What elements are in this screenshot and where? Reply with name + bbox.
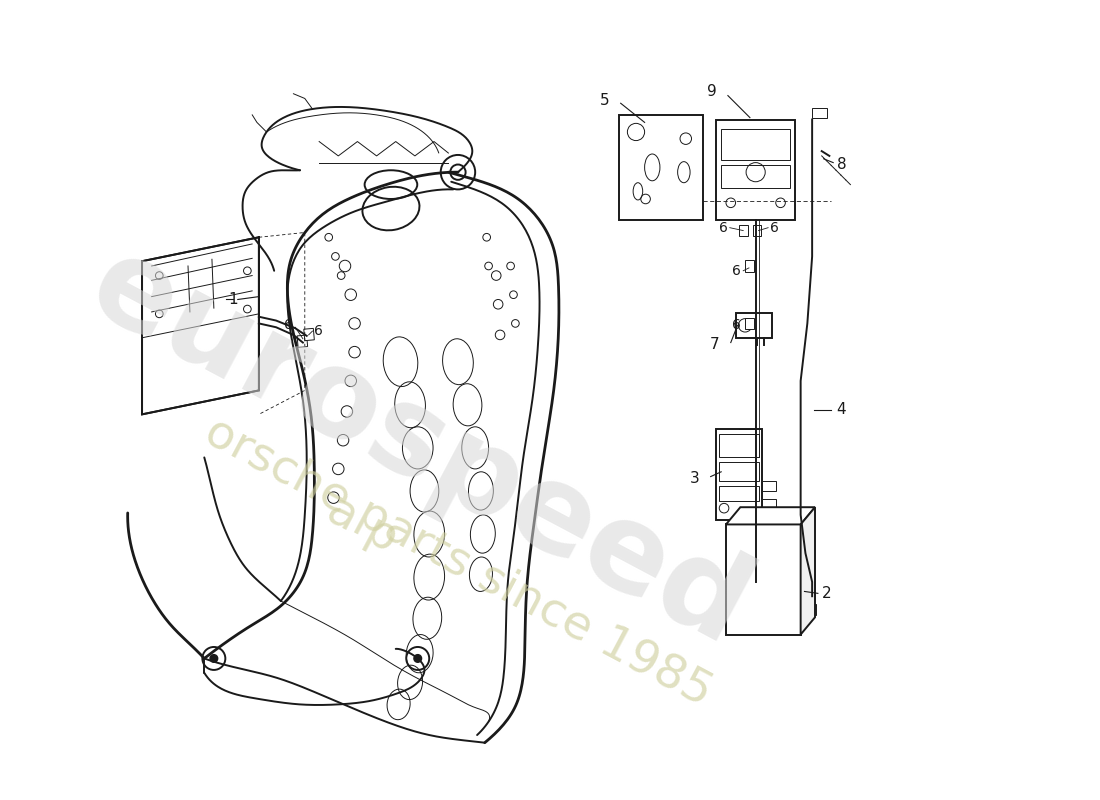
Text: orsche parts since 1985: orsche parts since 1985 <box>197 410 719 716</box>
Text: 6: 6 <box>733 318 741 332</box>
Text: eurospeed: eurospeed <box>72 226 769 670</box>
Bar <box>297 335 308 347</box>
Text: 8: 8 <box>837 157 847 172</box>
Bar <box>762 482 776 491</box>
Text: 6: 6 <box>719 221 728 234</box>
Polygon shape <box>726 507 815 525</box>
Bar <box>716 429 762 520</box>
Bar <box>745 260 754 272</box>
Polygon shape <box>801 507 815 634</box>
Text: 2: 2 <box>822 586 832 601</box>
Bar <box>716 119 795 220</box>
Bar <box>722 129 790 160</box>
Bar <box>304 328 315 341</box>
Text: 3: 3 <box>690 471 700 486</box>
Bar <box>812 108 827 118</box>
Bar <box>722 165 790 189</box>
Bar <box>752 225 761 236</box>
Text: 6: 6 <box>733 264 741 278</box>
Bar <box>736 313 772 338</box>
Bar <box>619 114 703 220</box>
Circle shape <box>210 654 218 662</box>
Text: 5: 5 <box>600 93 609 108</box>
Bar <box>719 434 759 458</box>
Circle shape <box>414 654 421 662</box>
Bar <box>719 462 759 482</box>
Bar <box>745 318 754 329</box>
Text: 6: 6 <box>285 318 294 332</box>
Bar <box>719 486 759 501</box>
Text: 4: 4 <box>836 402 846 417</box>
Bar <box>799 604 816 615</box>
Text: 6: 6 <box>770 221 779 234</box>
Text: 7: 7 <box>710 337 719 352</box>
Text: 6: 6 <box>315 324 323 338</box>
Bar <box>799 598 811 606</box>
Bar <box>739 225 748 236</box>
Text: a p: a p <box>319 487 406 562</box>
Text: 9: 9 <box>706 84 716 99</box>
Bar <box>762 498 776 508</box>
Bar <box>726 525 801 634</box>
Text: 1: 1 <box>228 292 238 307</box>
Polygon shape <box>142 238 258 414</box>
